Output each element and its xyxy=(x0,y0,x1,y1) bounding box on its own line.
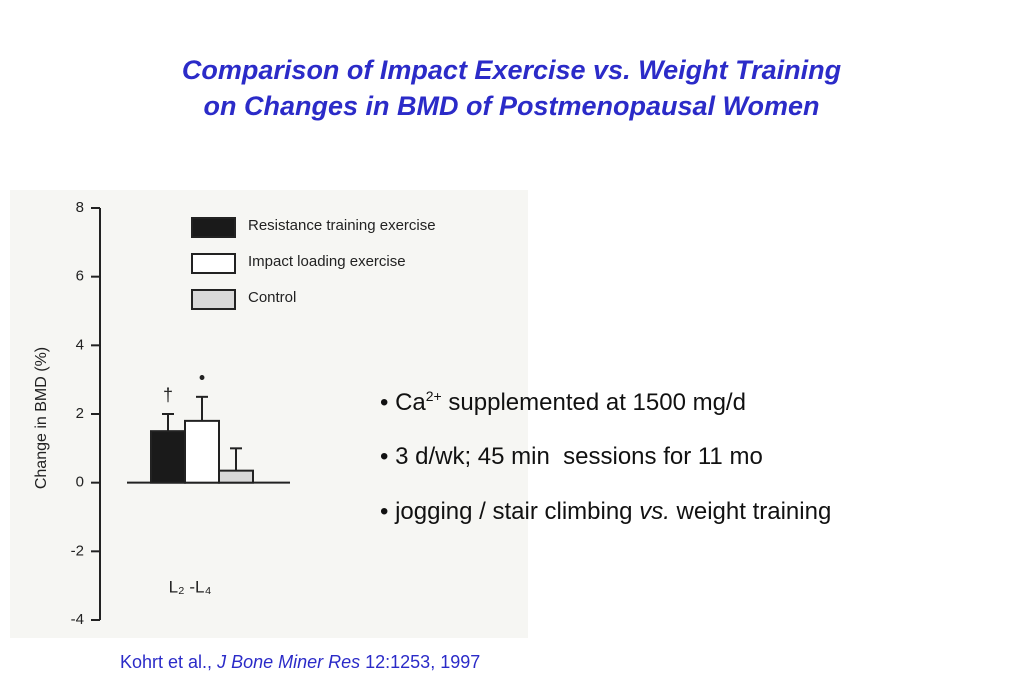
bullet: 3 d/wk; 45 min sessions for 11 mo xyxy=(380,443,831,498)
citation-text: Kohrt et al., xyxy=(120,652,218,672)
y-axis-label: Change in BMD (%) xyxy=(33,347,50,489)
bullet-text: Ca xyxy=(395,389,426,416)
significance-marker: • xyxy=(199,368,205,388)
legend-label: Impact loading exercise xyxy=(248,253,406,270)
legend-swatch xyxy=(191,217,236,238)
superscript: 2+ xyxy=(425,388,442,404)
bullet-text: supplemented at 1500 mg/d xyxy=(441,389,746,416)
y-tick-label: -4 xyxy=(71,611,84,628)
bullet-text: 3 d/wk; 45 min sessions for 11 mo xyxy=(395,443,763,470)
bar xyxy=(150,430,186,484)
y-tick-label: 2 xyxy=(76,405,84,422)
y-tick-label: 0 xyxy=(76,474,84,491)
significance-marker: † xyxy=(163,385,173,405)
bullet-list: Ca2+ supplemented at 1500 mg/d 3 d/wk; 4… xyxy=(380,388,831,553)
legend-swatch xyxy=(191,289,236,310)
citation: Kohrt et al., J Bone Miner Res 12:1253, … xyxy=(120,652,480,673)
legend-swatch xyxy=(191,253,236,274)
title-line: on Changes in BMD of Postmenopausal Wome… xyxy=(203,91,820,121)
y-tick-label: 6 xyxy=(76,268,84,285)
bullet-text: vs. xyxy=(639,498,670,525)
x-tick-label: L₂ -L₄ xyxy=(169,577,212,596)
bullet: jogging / stair climbing vs. weight trai… xyxy=(380,498,831,553)
slide-title: Comparison of Impact Exercise vs. Weight… xyxy=(0,52,1023,124)
bar xyxy=(184,419,220,484)
bullet-text: weight training xyxy=(669,498,832,525)
title-line: Comparison of Impact Exercise vs. Weight… xyxy=(181,55,842,85)
bullet-text: jogging / stair climbing xyxy=(395,498,640,525)
citation-text: 12:1253, 1997 xyxy=(360,652,481,672)
y-tick-label: -2 xyxy=(71,542,84,559)
bullet: Ca2+ supplemented at 1500 mg/d xyxy=(380,388,831,443)
y-tick-label: 8 xyxy=(76,199,84,216)
y-tick-label: 4 xyxy=(76,336,84,353)
legend-label: Control xyxy=(248,289,296,306)
legend-label: Resistance training exercise xyxy=(248,217,436,234)
bar xyxy=(218,469,254,484)
citation-journal: J Bone Miner Res xyxy=(217,652,361,672)
